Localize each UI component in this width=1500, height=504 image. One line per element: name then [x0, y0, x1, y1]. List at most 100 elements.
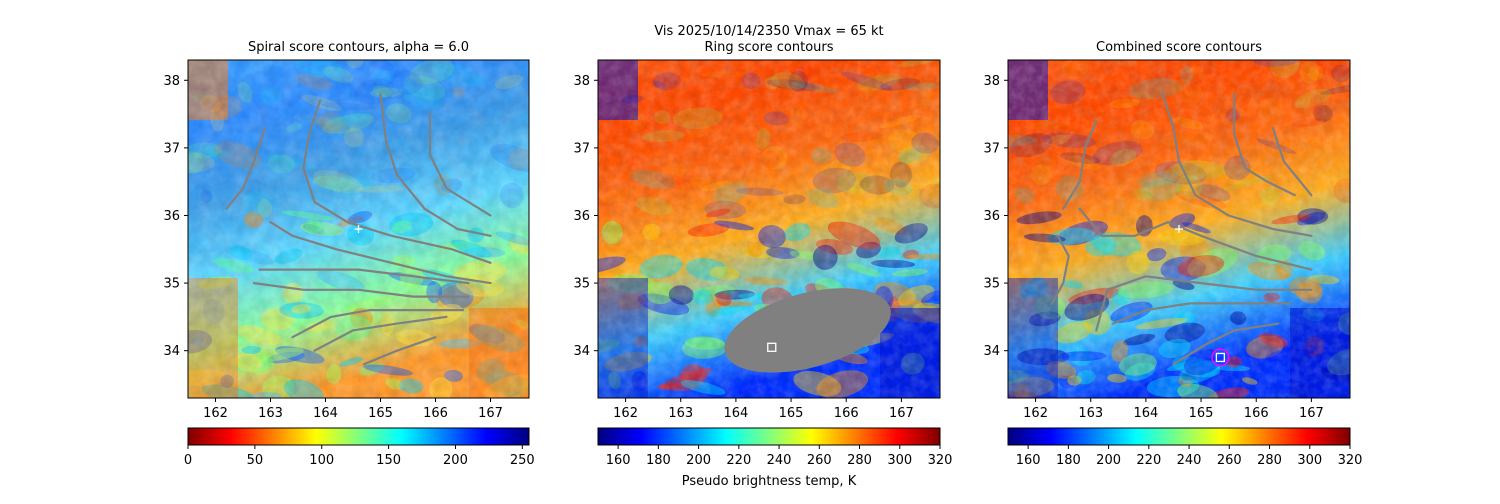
colorbar-tick-label: 200 [1096, 453, 1121, 468]
colorbar-tick-label: 240 [767, 453, 792, 468]
y-tick-label: 35 [163, 277, 180, 292]
colorbar-tick-label: 280 [1257, 453, 1282, 468]
panels: Spiral score contours, alpha = 6.0 162 163… [163, 40, 1363, 489]
colorbar-tick-label: 280 [847, 453, 872, 468]
mask-ellipse [724, 288, 891, 373]
center-marker [354, 225, 363, 233]
contour-line [1271, 126, 1313, 197]
y-tick-label: 36 [983, 209, 1000, 224]
colorbar-tick-label: 180 [1056, 453, 1081, 468]
colorbar-tick-label: 250 [510, 453, 535, 468]
colorbar-gradient [1007, 427, 1351, 446]
x-tick-label: 165 [779, 406, 804, 421]
contour-line [1161, 92, 1313, 237]
contour-line [252, 282, 470, 298]
colorbar: 0 50 100 150 200 250 [184, 427, 535, 468]
panel-title: Combined score contours [1096, 40, 1262, 55]
contour-line [1062, 119, 1098, 210]
colorbar-tick-label: 300 [887, 453, 912, 468]
panel-1: Spiral score contours, alpha = 6.0 162 163… [163, 40, 535, 468]
figure-suptitle: Vis 2025/10/14/2350 Vmax = 65 kt [654, 24, 883, 39]
contour-line [1172, 322, 1280, 366]
y-tick-label: 36 [573, 209, 590, 224]
panel-title: Ring score contours [704, 40, 833, 55]
colorbar-tick-label: 220 [726, 453, 751, 468]
colorbar-tick-label: 160 [606, 453, 631, 468]
x-tick-label: 167 [889, 406, 914, 421]
colorbar-tick-label: 300 [1297, 453, 1322, 468]
square-marker [1215, 352, 1226, 363]
x-tick-label: 163 [1078, 406, 1103, 421]
colorbar-label: Pseudo brightness temp, K [682, 474, 857, 489]
contour-line [1078, 207, 1313, 271]
contour-line [291, 309, 465, 339]
x-tick-label: 166 [1244, 406, 1269, 421]
panel-title: Spiral score contours, alpha = 6.0 [248, 40, 469, 55]
colorbar: 160 180 200 220 240 260 280 300 320 Pseudo bright… [597, 427, 953, 489]
x-tick-label: 167 [478, 406, 503, 421]
x-tick-label: 164 [313, 406, 338, 421]
y-tick-label: 38 [983, 74, 1000, 89]
colorbar-tick-label: 200 [443, 453, 468, 468]
y-tick-label: 35 [573, 277, 590, 292]
satellite-image [598, 60, 940, 398]
contour-line [1233, 92, 1296, 197]
y-tick-label: 37 [163, 141, 180, 156]
x-tick-label: 164 [723, 406, 748, 421]
colorbar-tick-label: 150 [376, 453, 401, 468]
x-tick-label: 165 [1189, 406, 1214, 421]
x-tick-label: 162 [613, 406, 638, 421]
colorbar-tick-label: 160 [1016, 453, 1041, 468]
y-tick-label: 34 [163, 344, 180, 359]
colorbar-tick-label: 240 [1177, 453, 1202, 468]
axes-frame [187, 59, 530, 399]
colorbar-tick-label: 320 [1338, 453, 1363, 468]
x-tick-label: 163 [258, 406, 283, 421]
x-tick-label: 164 [1133, 406, 1158, 421]
y-tick-label: 37 [573, 141, 590, 156]
colorbar-gradient [597, 427, 941, 446]
x-tick-label: 166 [423, 406, 448, 421]
colorbar-tick-label: 260 [1217, 453, 1242, 468]
x-tick-label: 162 [203, 406, 228, 421]
contour-line [269, 221, 492, 285]
y-tick-label: 36 [163, 209, 180, 224]
colorbar-tick-label: 260 [807, 453, 832, 468]
y-tick-label: 34 [573, 344, 590, 359]
contour-line [302, 99, 492, 264]
axes-frame [597, 59, 941, 399]
colorbar-tick-label: 0 [184, 453, 192, 468]
colorbar-tick-label: 320 [928, 453, 953, 468]
x-tick-label: 162 [1023, 406, 1048, 421]
y-tick-label: 38 [163, 74, 180, 89]
contour-line [362, 336, 437, 366]
x-tick-label: 167 [1299, 406, 1324, 421]
contour-line [258, 268, 470, 285]
colorbar-gradient [187, 427, 530, 446]
ring-circle [1211, 348, 1230, 367]
contour-line [225, 126, 267, 210]
y-tick-label: 38 [573, 74, 590, 89]
colorbar: 160 180 200 220 240 260 280 300 320 [1007, 427, 1363, 468]
contour-line [428, 113, 492, 217]
satellite-image [1008, 60, 1350, 398]
colorbar-tick-label: 200 [686, 453, 711, 468]
x-tick-label: 166 [834, 406, 859, 421]
contour-line [1111, 302, 1291, 325]
contour-line [1095, 275, 1313, 332]
satellite-image [188, 60, 529, 398]
panel-2: Ring score contours 162 163 164 165 166 167 34 3… [573, 40, 953, 489]
y-tick-label: 37 [983, 141, 1000, 156]
x-tick-label: 163 [668, 406, 693, 421]
colorbar-tick-label: 180 [646, 453, 671, 468]
x-tick-label: 165 [368, 406, 393, 421]
colorbar-tick-label: 100 [309, 453, 334, 468]
axes-frame [1007, 59, 1351, 399]
panel-3: Combined score contours 162 163 164 165 166 16… [983, 40, 1363, 468]
contour-line [313, 315, 448, 352]
colorbar-tick-label: 50 [247, 453, 264, 468]
y-tick-label: 34 [983, 344, 1000, 359]
contour-line [379, 92, 492, 237]
